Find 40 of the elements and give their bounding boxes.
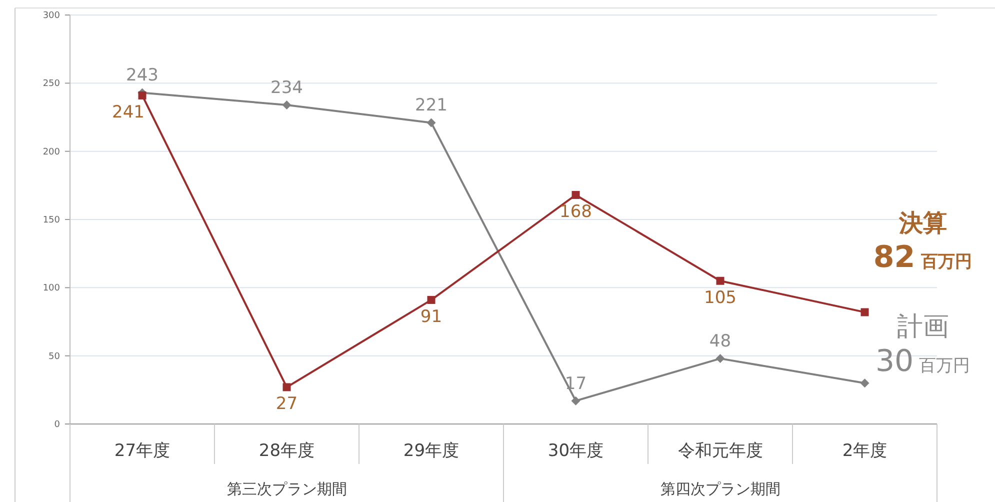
- point: [282, 100, 292, 110]
- x-tick-label: 27年度: [114, 441, 170, 461]
- data-label: 91: [420, 306, 442, 327]
- data-label: 17: [564, 374, 587, 394]
- point: [716, 276, 724, 285]
- text: 第四次プラン期間: [660, 480, 780, 498]
- point: [860, 308, 869, 316]
- x-tick-label: 28年度: [258, 441, 315, 461]
- point: [572, 190, 580, 199]
- data-label: 30 百万円: [875, 344, 970, 380]
- data-label: 221: [415, 96, 448, 116]
- x-tick-label: 29年度: [403, 441, 460, 461]
- text: 第三次プラン期間: [226, 480, 347, 498]
- text: 決算: [898, 209, 947, 238]
- data-label: 243: [126, 66, 158, 86]
- data-label: 48: [709, 332, 732, 352]
- data-label: 241: [112, 102, 144, 122]
- data-label: 105: [704, 288, 736, 308]
- data-label: 82 百万円: [873, 240, 972, 276]
- point: [427, 296, 436, 304]
- point: [426, 118, 436, 128]
- x-tick-label: 2年度: [842, 441, 888, 461]
- data-label: 168: [560, 202, 592, 222]
- y-tick-label: 200: [42, 147, 60, 158]
- series-label: 計画: [896, 312, 949, 342]
- point: [716, 354, 725, 364]
- x-tick-label: 30年度: [548, 441, 604, 461]
- y-tick-label: 100: [42, 284, 60, 294]
- y-tick-label: 50: [48, 352, 60, 362]
- point: [282, 383, 291, 392]
- data-label: 27: [276, 394, 298, 414]
- point: [138, 91, 146, 100]
- y-tick-label: 300: [42, 11, 60, 21]
- point: [860, 378, 870, 388]
- y-tick-label: 250: [42, 79, 60, 90]
- y-tick-label: 0: [54, 420, 60, 430]
- data-label: 234: [270, 78, 303, 98]
- y-tick-label: 150: [42, 216, 60, 226]
- point: [571, 396, 580, 406]
- x-tick-label: 令和元年度: [678, 441, 763, 461]
